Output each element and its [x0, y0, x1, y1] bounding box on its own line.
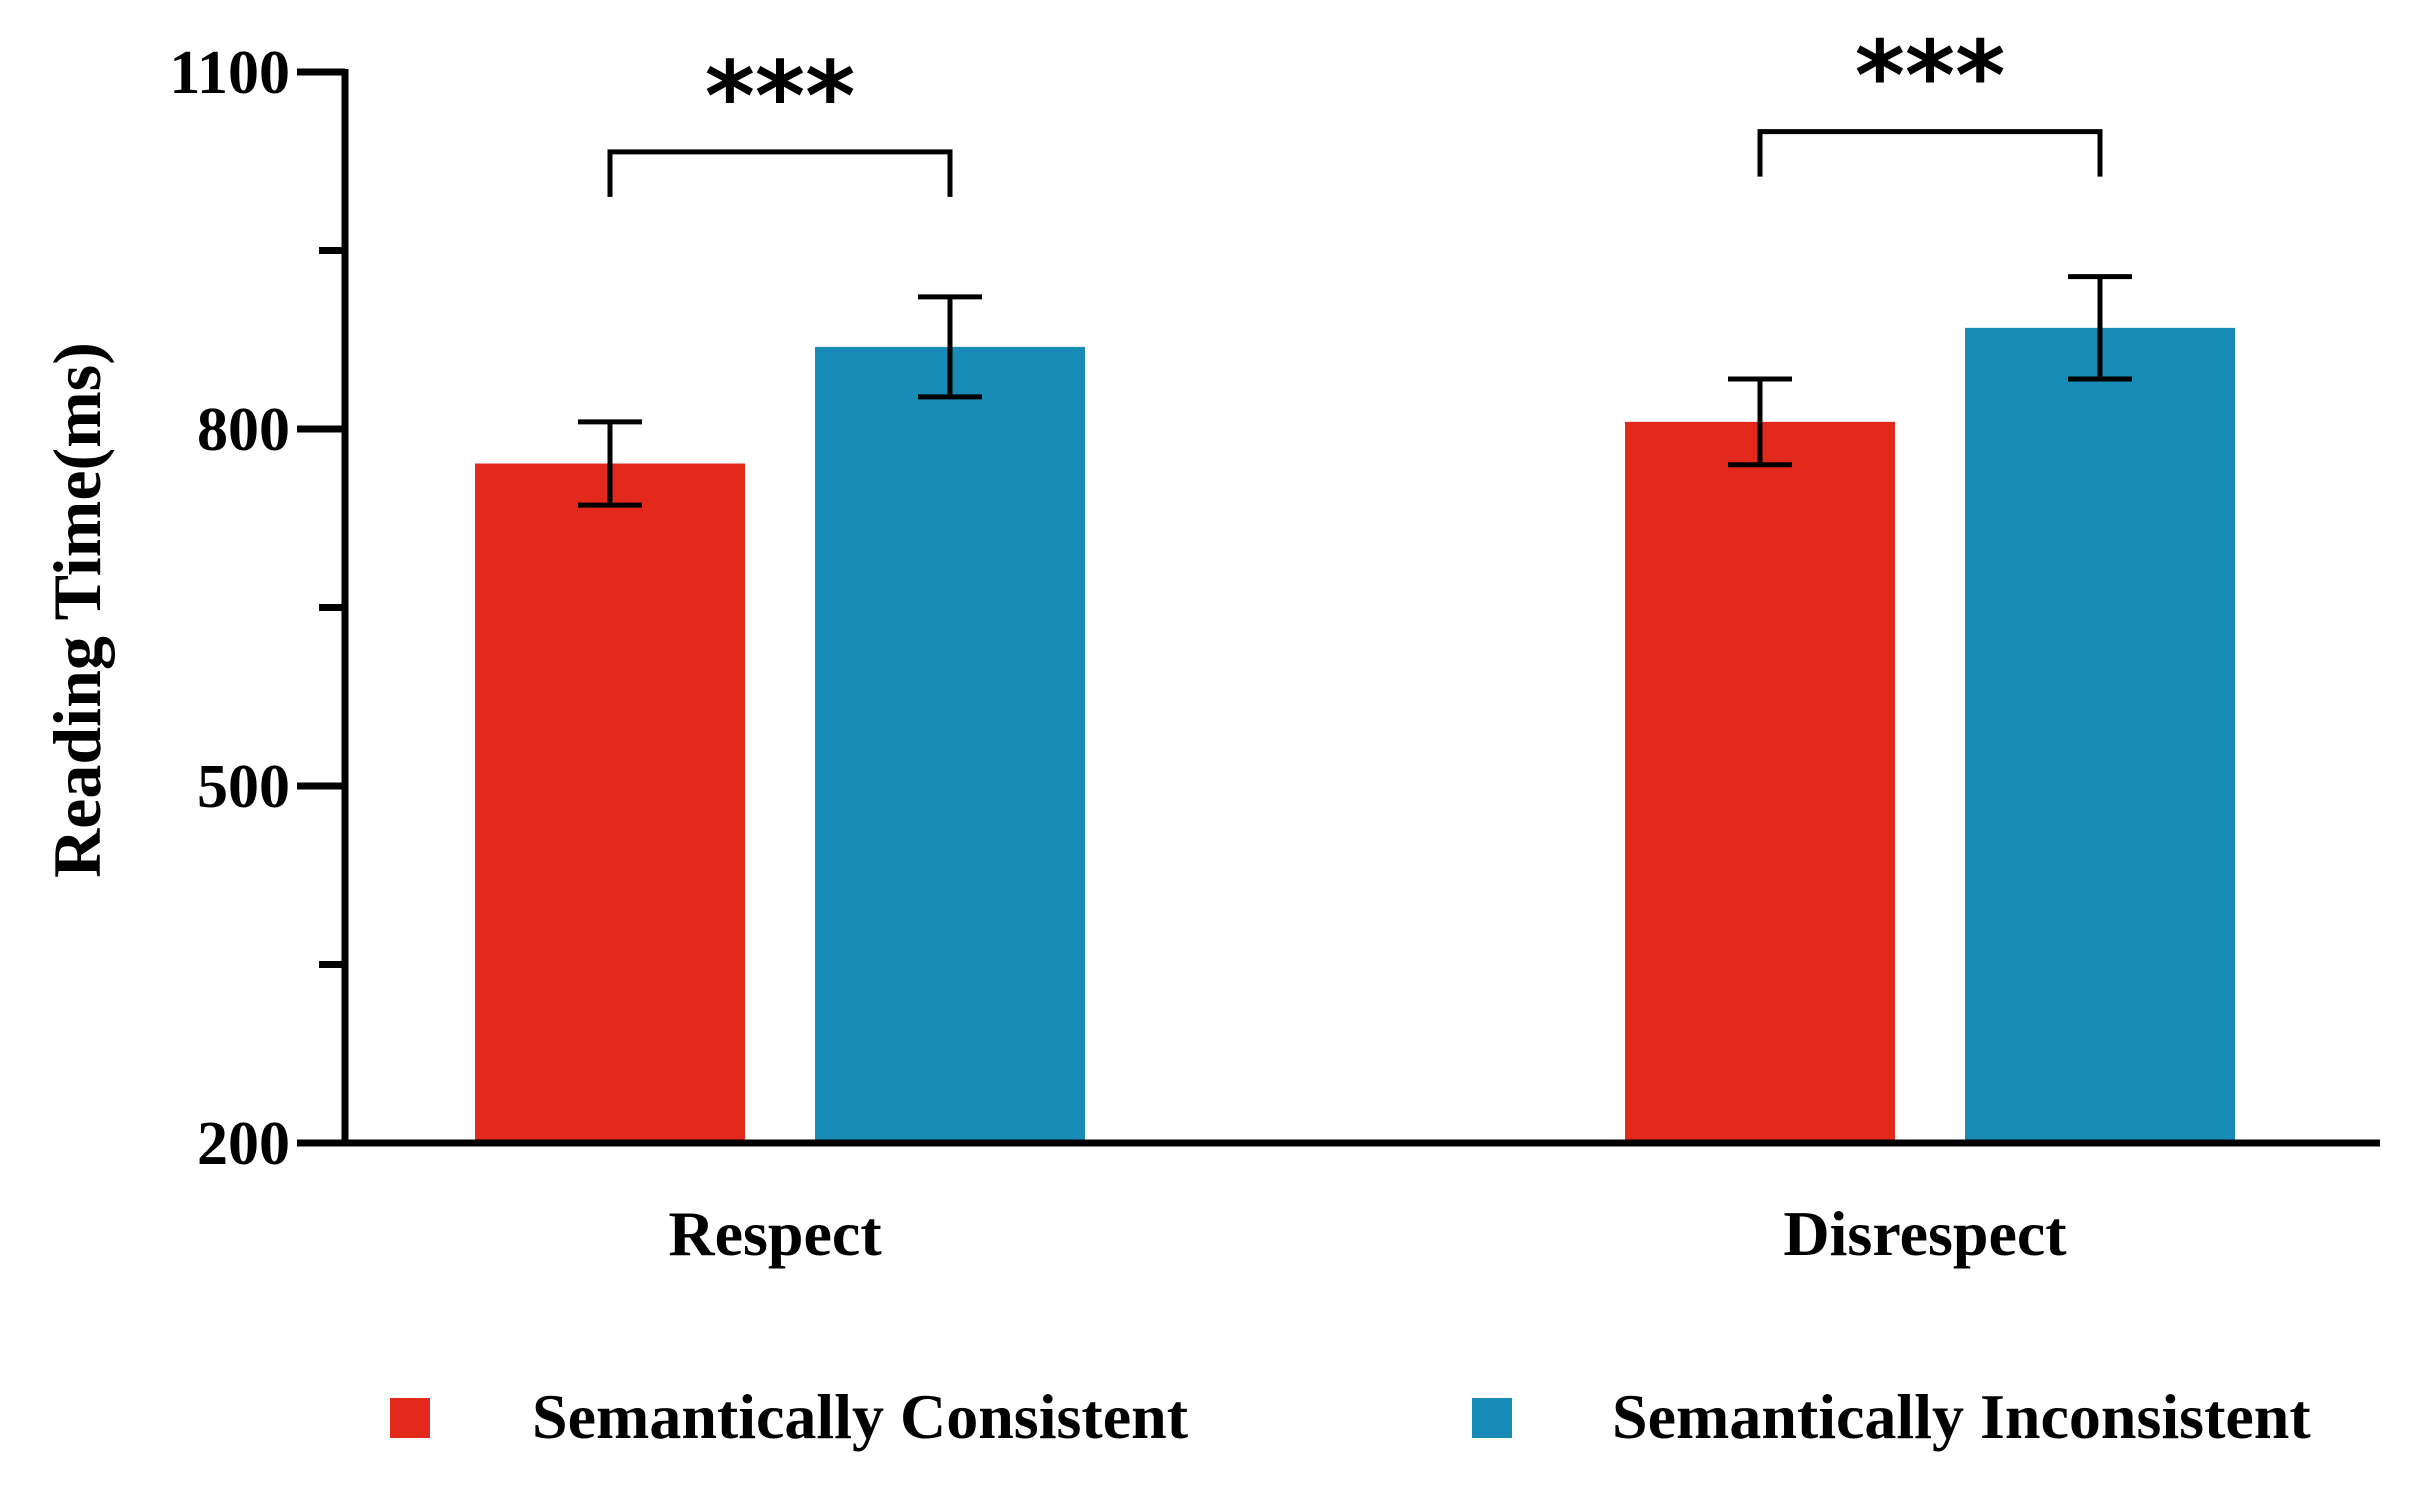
- error-bars-layer: [578, 274, 2132, 508]
- y-tick-label: 500: [197, 753, 290, 821]
- significance-annotations: *** ***: [607, 21, 2103, 197]
- error-bar-disrespect-consistent: [1728, 376, 1792, 468]
- bar-disrespect-inconsistent: [1965, 327, 2235, 1144]
- legend-item-inconsistent: Semantically Inconsistent: [1472, 1381, 2311, 1452]
- error-bar-respect-consistent: [578, 419, 642, 508]
- legend: Semantically Consistent Semantically Inco…: [390, 1381, 2311, 1452]
- error-bar-disrespect-inconsistent: [2068, 274, 2132, 382]
- significance-stars-disrespect: ***: [1855, 21, 2006, 133]
- significance-bracket-disrespect: [1757, 129, 2103, 177]
- bar-respect-inconsistent: [815, 346, 1085, 1143]
- y-axis-title: Reading Time(ms): [39, 342, 115, 878]
- x-category-label-disrespect: Disrespect: [1783, 1198, 2067, 1269]
- legend-label: Semantically Inconsistent: [1612, 1381, 2311, 1452]
- error-bar-respect-inconsistent: [918, 294, 982, 400]
- y-tick-label: 1100: [169, 39, 290, 107]
- significance-stars-respect: ***: [705, 41, 856, 153]
- bars-layer: [475, 327, 2235, 1144]
- y-tick-label: 800: [197, 396, 290, 464]
- significance-bracket-respect: [607, 149, 953, 197]
- legend-swatch: [1472, 1398, 1512, 1438]
- bar-disrespect-consistent: [1625, 421, 1895, 1143]
- legend-label: Semantically Consistent: [532, 1381, 1189, 1452]
- axes: 200 500 800 1100 Respect Disrespect: [169, 39, 2380, 1269]
- x-category-label-respect: Respect: [668, 1198, 882, 1269]
- y-tick-label: 200: [197, 1110, 290, 1178]
- legend-swatch: [390, 1398, 430, 1438]
- legend-item-consistent: Semantically Consistent: [390, 1381, 1189, 1452]
- bar-respect-consistent: [475, 463, 745, 1143]
